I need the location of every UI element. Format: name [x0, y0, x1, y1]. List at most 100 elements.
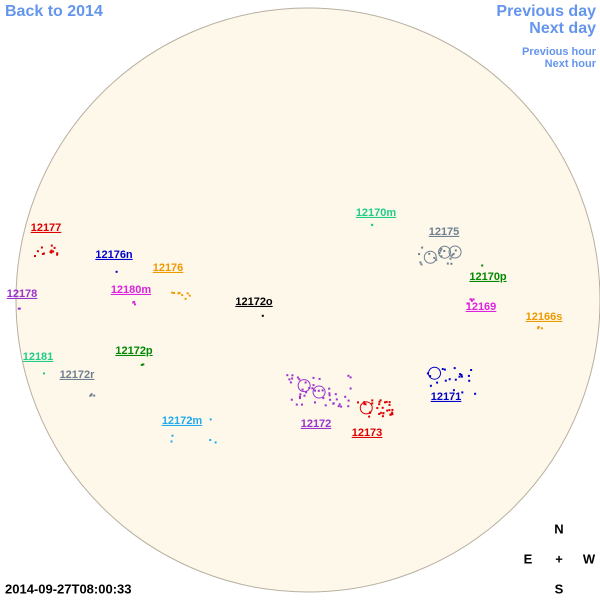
sunspot [314, 389, 316, 392]
sunspot [363, 402, 366, 405]
sunspot [481, 264, 484, 267]
region-label[interactable]: 12169 [466, 301, 497, 313]
sunspot [291, 377, 294, 380]
sunspot [188, 294, 191, 297]
next-hour-link[interactable]: Next hour [545, 58, 597, 70]
sunspot [436, 381, 439, 384]
back-link[interactable]: Back to 2014 [5, 3, 103, 20]
sunspot [388, 401, 391, 404]
sunspot [470, 369, 473, 371]
sunspot [441, 368, 444, 370]
sunspot [391, 411, 394, 414]
region-label[interactable]: 12180m [111, 284, 152, 296]
sunspot [453, 367, 456, 370]
sunspot [303, 394, 306, 397]
sunspot-ring [428, 366, 442, 380]
sunspot [419, 261, 422, 264]
sunspot [299, 397, 301, 400]
sunspot-ring [312, 385, 326, 399]
sunspot [56, 252, 59, 255]
sunspot [115, 270, 118, 273]
sunspot [53, 246, 56, 249]
sunspot [214, 441, 217, 444]
sunspot [349, 387, 352, 390]
sunspot [335, 398, 338, 401]
region-label[interactable]: 12173 [352, 427, 383, 439]
sunspot [391, 413, 394, 416]
sunspot [450, 262, 453, 265]
sunspot [444, 379, 447, 382]
sunspot [334, 393, 337, 396]
sunspot [371, 399, 374, 402]
sunspot [540, 327, 543, 330]
sunspot [537, 326, 540, 328]
sunspot [209, 439, 212, 441]
sunspot [378, 403, 381, 406]
sunspot [467, 374, 470, 377]
sunspot [433, 256, 436, 259]
sunspot [189, 418, 192, 421]
sunspot [89, 394, 92, 397]
sunspot [286, 374, 289, 377]
sunspot [470, 299, 473, 302]
sunspot [386, 409, 389, 412]
sunspot [134, 303, 136, 306]
sunspot [379, 399, 382, 402]
region-label[interactable]: 12178 [7, 288, 38, 300]
sunspot [173, 292, 176, 294]
region-label[interactable]: 12172o [235, 296, 273, 308]
sunspot [381, 415, 384, 418]
sunspot [368, 415, 371, 418]
region-label[interactable]: 12175 [429, 226, 460, 238]
sunspot-ring [448, 245, 462, 259]
sunspot [376, 407, 379, 409]
sunspot [347, 405, 350, 408]
sunspot [305, 391, 308, 394]
sunspot [40, 246, 43, 249]
region-label[interactable]: 12177 [31, 222, 62, 234]
sunspot [142, 363, 145, 366]
sunspot-ring [423, 250, 437, 264]
region-label[interactable]: 12170m [356, 207, 397, 219]
sunspot [322, 397, 325, 400]
sunspot [296, 376, 299, 379]
sunspot-ring [438, 245, 452, 259]
previous-hour-link[interactable]: Previous hour [522, 46, 597, 58]
sunspot [449, 257, 452, 260]
sunspot [451, 254, 454, 257]
sunspot [298, 378, 301, 381]
region-label[interactable]: 12176n [95, 249, 133, 261]
sunspot [36, 250, 39, 253]
sunspot [171, 291, 174, 294]
sunspot [388, 403, 391, 406]
sunspot [50, 244, 53, 247]
sunspot [537, 327, 539, 330]
previous-day-link[interactable]: Previous day [496, 3, 596, 20]
region-label[interactable]: 12176 [153, 262, 184, 274]
sunspot [371, 402, 374, 405]
region-label[interactable]: 12172p [115, 345, 153, 357]
region-label[interactable]: 12172m [162, 415, 203, 427]
sunspot [301, 388, 304, 391]
sunspot [378, 400, 381, 403]
next-day-link[interactable]: Next day [529, 20, 596, 37]
sunspot [291, 374, 294, 377]
sunspot [429, 375, 432, 378]
sunspot [49, 250, 52, 253]
region-label[interactable]: 12166s [526, 311, 563, 323]
region-label[interactable]: 12171 [431, 391, 462, 403]
region-label[interactable]: 12181 [23, 351, 54, 363]
sunspot [384, 401, 386, 404]
sunspot [381, 406, 384, 409]
sunspot [439, 249, 442, 252]
sunspot [428, 252, 431, 255]
region-label[interactable]: 12172 [301, 418, 332, 430]
region-label[interactable]: 12170p [469, 271, 507, 283]
sunspot [304, 381, 307, 384]
sunspot [290, 398, 293, 401]
region-label[interactable]: 12172r [60, 369, 96, 381]
sunspot [452, 389, 455, 392]
sunspot [298, 395, 301, 398]
sunspot [312, 376, 315, 379]
solar-disk [15, 7, 600, 593]
